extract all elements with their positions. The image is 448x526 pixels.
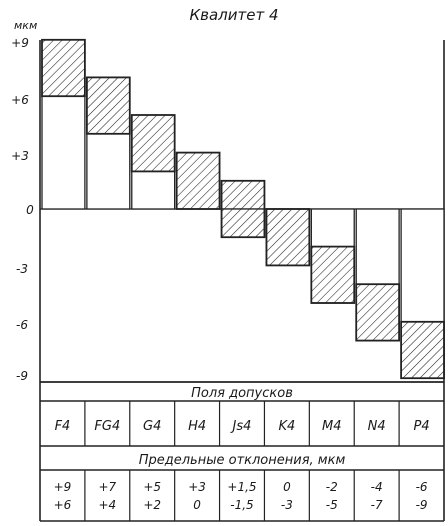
tolerance-zone — [220, 179, 266, 239]
upper-deviation-value: -2 — [326, 480, 338, 494]
y-axis-ticks: +9 +6 +3 0 -3 -6 -9 — [11, 36, 34, 383]
lower-deviation-value: -3 — [281, 498, 293, 512]
y-tick-label: +3 — [11, 149, 29, 163]
limit-deviations-heading: Предельные отклонения, мкм — [139, 453, 346, 468]
lower-deviation-value: -9 — [416, 498, 428, 512]
upper-deviation-value: 0 — [283, 480, 291, 494]
base-column — [86, 133, 131, 210]
tolerance-zone — [265, 208, 311, 267]
y-tick-label: 0 — [26, 203, 34, 217]
tolerance-zone — [400, 320, 445, 380]
table-cells: F4 +9 +6 FG4 +7 +4 G4 +5 +2 H4 +3 0 Js4 +1,5 -1,5 K4 0 -3… — [54, 401, 430, 521]
y-axis-unit: мкм — [14, 19, 37, 32]
upper-deviation-value: +5 — [143, 480, 161, 494]
tolerance-field-label: H4 — [188, 419, 206, 434]
base-column — [41, 95, 86, 210]
tolerance-fields-heading: Поля допусков — [191, 386, 293, 401]
tolerance-field-label: K4 — [278, 419, 295, 434]
tolerance-field-label: G4 — [143, 419, 161, 434]
tolerance-zone — [41, 38, 86, 98]
y-tick-label: +6 — [11, 93, 29, 107]
lower-deviation-value: +6 — [54, 498, 72, 512]
tolerance-field-label: F4 — [55, 419, 71, 434]
y-tick-label: -9 — [16, 369, 28, 383]
tolerance-field-label: N4 — [368, 419, 386, 434]
lower-deviation-value: +4 — [98, 498, 116, 512]
lower-deviation-value: -1,5 — [230, 498, 253, 512]
tolerance-zone — [85, 76, 131, 135]
tolerance-field-label: P4 — [413, 419, 429, 434]
lower-deviation-value: 0 — [193, 498, 201, 512]
y-tick-label: +9 — [11, 36, 29, 50]
tolerance-zone — [310, 245, 356, 304]
tolerance-field-label: M4 — [322, 419, 342, 434]
upper-deviation-value: +9 — [54, 480, 72, 494]
chart-title: Квалитет 4 — [189, 6, 278, 24]
bars-layer — [41, 38, 445, 380]
y-tick-label: -6 — [16, 318, 28, 332]
upper-deviation-value: -4 — [371, 480, 383, 494]
upper-deviation-value: -6 — [416, 480, 428, 494]
tolerance-field-label: FG4 — [94, 419, 120, 434]
tolerance-zone — [130, 114, 176, 173]
y-tick-label: -3 — [16, 262, 28, 276]
lower-deviation-value: +2 — [143, 498, 161, 512]
upper-deviation-value: +3 — [188, 480, 206, 494]
lower-deviation-value: -5 — [326, 498, 338, 512]
upper-deviation-value: +7 — [98, 480, 116, 494]
upper-deviation-value: +1,5 — [227, 480, 256, 494]
tolerance-zone — [175, 151, 221, 210]
base-column — [131, 170, 176, 210]
lower-deviation-value: -7 — [371, 498, 383, 512]
tolerance-field-label: Js4 — [230, 419, 252, 434]
tolerance-zone — [355, 283, 401, 342]
